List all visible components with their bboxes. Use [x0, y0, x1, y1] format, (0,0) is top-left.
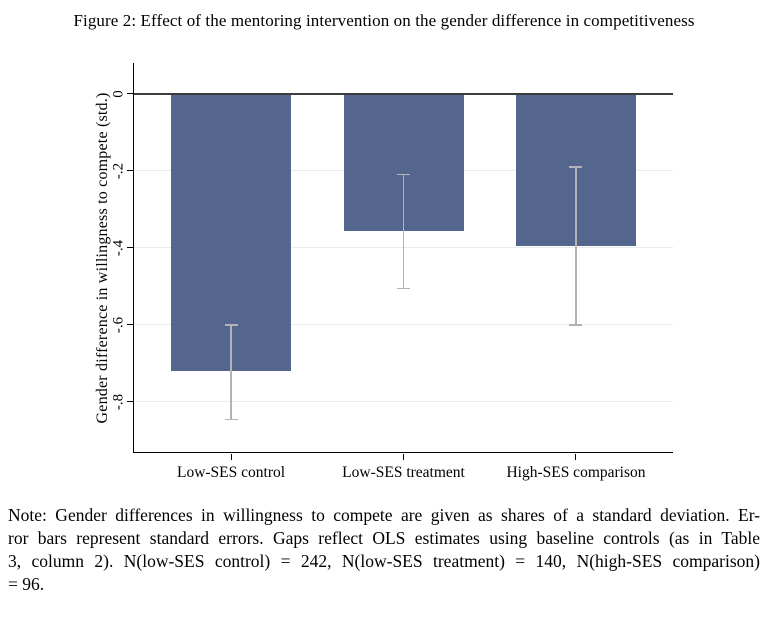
figure-note: Note: Gender differences in willingness …	[8, 504, 760, 596]
error-bar-cap	[569, 166, 583, 168]
note-line: 3, column 2). N(low-SES control) = 242, …	[8, 551, 760, 571]
y-tick-label: -.8	[110, 393, 127, 411]
x-category-label: High-SES comparison	[506, 464, 646, 481]
x-category-label: Low-SES treatment	[342, 464, 465, 481]
x-tick	[575, 453, 577, 460]
x-category-label: Low-SES control	[176, 464, 286, 481]
x-tick	[230, 453, 232, 460]
y-tick	[127, 324, 133, 326]
y-tick-label: 0	[110, 90, 127, 98]
gridline	[134, 324, 673, 326]
note-line: Note: Gender differences in willingness …	[8, 505, 760, 525]
error-bar-cap	[397, 173, 410, 176]
gridline	[134, 401, 673, 403]
error-bar	[575, 166, 577, 325]
error-bar-cap	[224, 324, 238, 326]
note-line: ror bars represent standard errors. Gaps…	[8, 528, 760, 548]
note-line: = 96.	[8, 574, 45, 594]
y-tick-label: -.4	[110, 239, 127, 256]
error-bar-cap	[397, 287, 410, 290]
error-bar-cap	[224, 418, 238, 420]
y-tick-label: -.2	[110, 162, 127, 179]
x-tick	[403, 453, 404, 460]
error-bar-cap	[569, 324, 583, 326]
error-bar	[230, 324, 232, 420]
y-tick	[127, 93, 133, 95]
figure-title: Figure 2: Effect of the mentoring interv…	[73, 11, 695, 30]
y-tick-label: -.6	[110, 316, 127, 334]
y-tick	[127, 247, 133, 249]
y-axis-label: Gender difference in willingness to comp…	[94, 92, 111, 423]
y-tick	[127, 170, 133, 172]
plot-area: Gender difference in willingness to comp…	[94, 63, 673, 481]
error-bar	[402, 174, 405, 289]
y-tick	[127, 401, 133, 403]
zero-line	[134, 92, 673, 95]
